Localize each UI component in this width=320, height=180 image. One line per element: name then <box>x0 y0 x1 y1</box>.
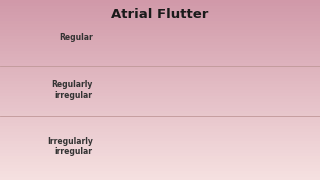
Bar <box>0 174 320 177</box>
Bar <box>0 111 320 114</box>
Bar <box>0 60 320 63</box>
Bar <box>0 0 320 3</box>
Bar <box>0 102 320 105</box>
Text: Atrial Flutter: Atrial Flutter <box>111 8 209 21</box>
Bar <box>0 81 320 84</box>
Bar <box>0 84 320 87</box>
Bar <box>0 123 320 126</box>
Bar <box>0 57 320 60</box>
Bar <box>0 165 320 168</box>
Bar <box>0 9 320 12</box>
Bar <box>0 108 320 111</box>
Bar <box>0 3 320 6</box>
Bar <box>0 69 320 72</box>
Text: Regular: Regular <box>59 33 93 42</box>
Bar <box>0 21 320 24</box>
Bar <box>0 156 320 159</box>
Bar <box>0 27 320 30</box>
Bar <box>0 63 320 66</box>
Text: Regularly
irregular: Regularly irregular <box>52 80 93 100</box>
Bar <box>0 135 320 138</box>
Bar <box>0 138 320 141</box>
Bar <box>0 132 320 135</box>
Bar <box>0 126 320 129</box>
Bar <box>0 90 320 93</box>
Bar <box>0 51 320 54</box>
Bar <box>0 153 320 156</box>
Bar <box>0 18 320 21</box>
Bar <box>0 162 320 165</box>
Bar <box>0 150 320 153</box>
Bar <box>0 168 320 171</box>
Bar <box>0 78 320 81</box>
Bar <box>0 36 320 39</box>
Bar <box>0 75 320 78</box>
Bar <box>0 117 320 120</box>
Bar <box>0 72 320 75</box>
Bar <box>0 39 320 42</box>
Bar <box>0 171 320 174</box>
Bar <box>0 144 320 147</box>
Bar <box>0 54 320 57</box>
Bar <box>0 99 320 102</box>
Bar <box>0 129 320 132</box>
Bar <box>0 114 320 117</box>
Bar <box>0 93 320 96</box>
Bar <box>0 105 320 108</box>
Bar <box>0 177 320 180</box>
Bar <box>0 96 320 99</box>
Bar <box>0 12 320 15</box>
Bar <box>0 120 320 123</box>
Bar <box>0 87 320 90</box>
Bar <box>0 42 320 45</box>
Bar <box>0 24 320 27</box>
Bar <box>0 147 320 150</box>
Bar <box>0 6 320 9</box>
Bar <box>0 159 320 162</box>
Bar <box>0 66 320 69</box>
Bar <box>0 30 320 33</box>
Bar <box>0 141 320 144</box>
Bar <box>0 48 320 51</box>
Bar <box>0 33 320 36</box>
Bar <box>0 45 320 48</box>
Text: Irregularly
irregular: Irregularly irregular <box>47 137 93 156</box>
Bar <box>0 15 320 18</box>
